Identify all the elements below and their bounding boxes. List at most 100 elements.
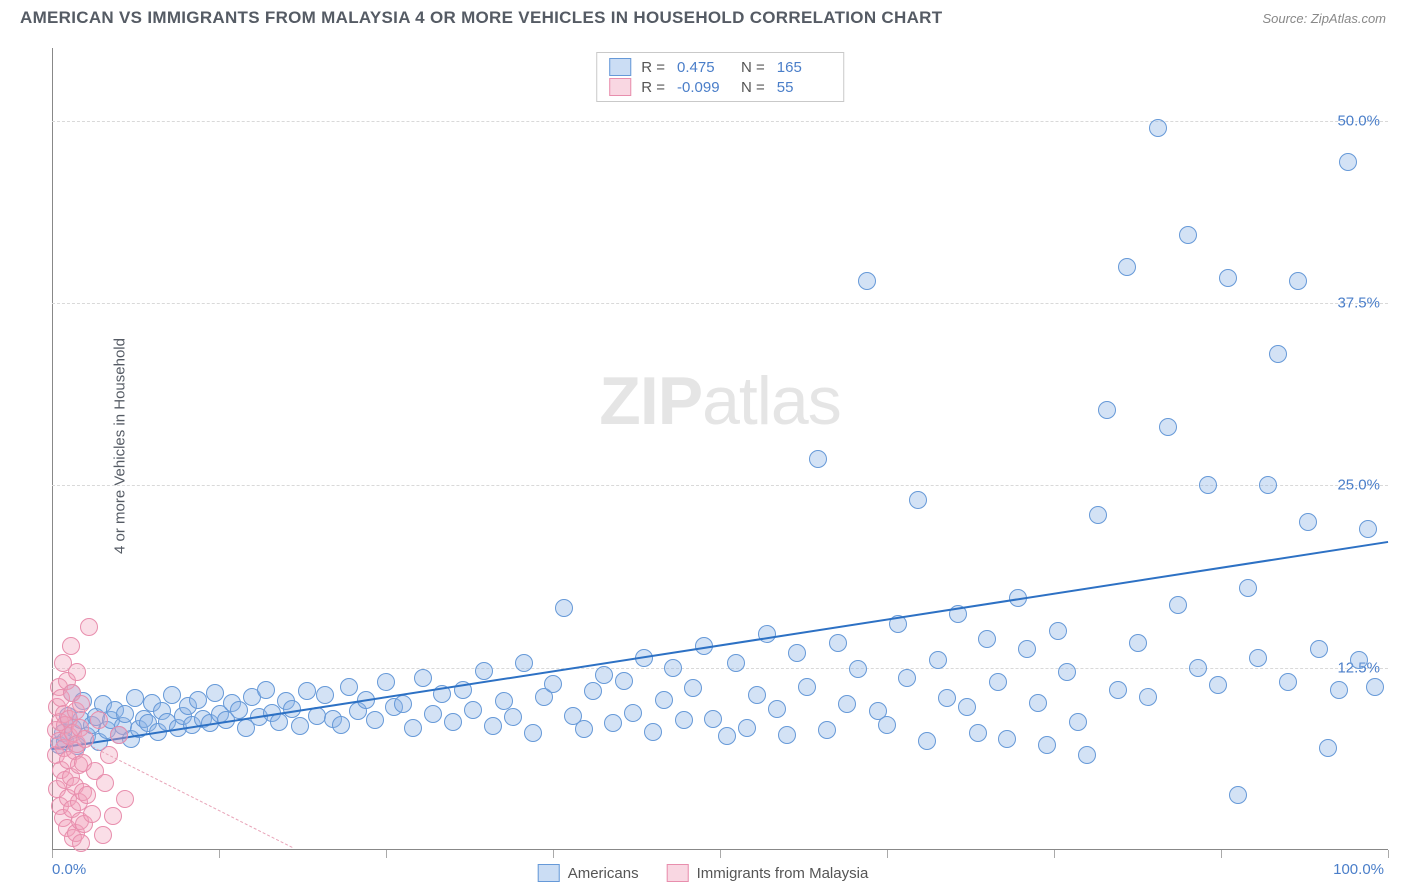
scatter-point — [116, 705, 134, 723]
scatter-point — [444, 713, 462, 731]
scatter-point — [524, 724, 542, 742]
scatter-point — [858, 272, 876, 290]
scatter-point — [838, 695, 856, 713]
scatter-point — [918, 732, 936, 750]
scatter-point — [615, 672, 633, 690]
scatter-point — [316, 686, 334, 704]
stat-r-value: -0.099 — [677, 79, 731, 96]
scatter-point — [504, 708, 522, 726]
scatter-point — [1259, 476, 1277, 494]
scatter-point — [414, 669, 432, 687]
scatter-point — [818, 721, 836, 739]
x-max-label: 100.0% — [1333, 861, 1384, 878]
scatter-point — [1350, 651, 1368, 669]
scatter-point — [1239, 579, 1257, 597]
scatter-point — [1299, 513, 1317, 531]
scatter-point — [1078, 746, 1096, 764]
scatter-point — [377, 673, 395, 691]
scatter-point — [575, 720, 593, 738]
scatter-point — [110, 726, 128, 744]
scatter-point — [938, 689, 956, 707]
scatter-point — [1139, 688, 1157, 706]
scatter-point — [283, 700, 301, 718]
scatter-point — [340, 678, 358, 696]
x-tick — [1221, 850, 1222, 858]
scatter-point — [675, 711, 693, 729]
scatter-point — [704, 710, 722, 728]
scatter-point — [72, 834, 90, 852]
source-label: Source: ZipAtlas.com — [1262, 11, 1386, 26]
plot-area: ZIPatlas 12.5%25.0%37.5%50.0% 0.0% 100.0… — [52, 48, 1388, 850]
scatter-point — [727, 654, 745, 672]
scatter-point — [484, 717, 502, 735]
scatter-point — [126, 689, 144, 707]
scatter-point — [655, 691, 673, 709]
scatter-point — [464, 701, 482, 719]
scatter-point — [104, 807, 122, 825]
scatter-point — [1118, 258, 1136, 276]
scatter-point — [1089, 506, 1107, 524]
scatter-point — [758, 625, 776, 643]
scatter-point — [96, 774, 114, 792]
scatter-point — [1289, 272, 1307, 290]
stat-r-label: R = — [641, 59, 665, 76]
gridline — [52, 121, 1388, 122]
scatter-point — [768, 700, 786, 718]
scatter-point — [1159, 418, 1177, 436]
legend-swatch — [609, 78, 631, 96]
scatter-point — [788, 644, 806, 662]
x-tick — [1054, 850, 1055, 858]
scatter-point — [555, 599, 573, 617]
scatter-point — [80, 618, 98, 636]
scatter-point — [584, 682, 602, 700]
scatter-point — [809, 450, 827, 468]
x-tick — [553, 850, 554, 858]
scatter-point — [404, 719, 422, 737]
stats-legend-box: R =0.475N =165R =-0.099N =55 — [596, 52, 844, 102]
scatter-point — [1069, 713, 1087, 731]
scatter-point — [1269, 345, 1287, 363]
scatter-point — [366, 711, 384, 729]
scatter-point — [958, 698, 976, 716]
scatter-point — [1179, 226, 1197, 244]
scatter-point — [929, 651, 947, 669]
watermark-zip: ZIP — [599, 363, 702, 439]
stat-n-label: N = — [741, 59, 765, 76]
scatter-point — [1219, 269, 1237, 287]
scatter-point — [291, 717, 309, 735]
x-tick — [887, 850, 888, 858]
scatter-point — [1109, 681, 1127, 699]
scatter-point — [738, 719, 756, 737]
scatter-point — [1098, 401, 1116, 419]
header-bar: AMERICAN VS IMMIGRANTS FROM MALAYSIA 4 O… — [0, 0, 1406, 32]
stat-r-value: 0.475 — [677, 59, 731, 76]
scatter-point — [778, 726, 796, 744]
scatter-point — [94, 826, 112, 844]
stats-row: R =0.475N =165 — [609, 57, 831, 77]
scatter-point — [604, 714, 622, 732]
scatter-point — [1018, 640, 1036, 658]
scatter-point — [189, 691, 207, 709]
x-min-label: 0.0% — [52, 861, 86, 878]
stat-r-label: R = — [641, 79, 665, 96]
scatter-point — [72, 695, 90, 713]
scatter-point — [1229, 786, 1247, 804]
scatter-point — [989, 673, 1007, 691]
scatter-point — [595, 666, 613, 684]
scatter-point — [90, 711, 108, 729]
gridline — [52, 303, 1388, 304]
scatter-point — [1058, 663, 1076, 681]
chart-title: AMERICAN VS IMMIGRANTS FROM MALAYSIA 4 O… — [20, 8, 942, 28]
scatter-point — [257, 681, 275, 699]
scatter-point — [878, 716, 896, 734]
scatter-point — [206, 684, 224, 702]
scatter-point — [544, 675, 562, 693]
scatter-point — [898, 669, 916, 687]
scatter-point — [332, 716, 350, 734]
scatter-point — [68, 663, 86, 681]
scatter-point — [1319, 739, 1337, 757]
scatter-point — [62, 637, 80, 655]
watermark: ZIPatlas — [599, 362, 840, 440]
scatter-point — [475, 662, 493, 680]
scatter-point — [1149, 119, 1167, 137]
